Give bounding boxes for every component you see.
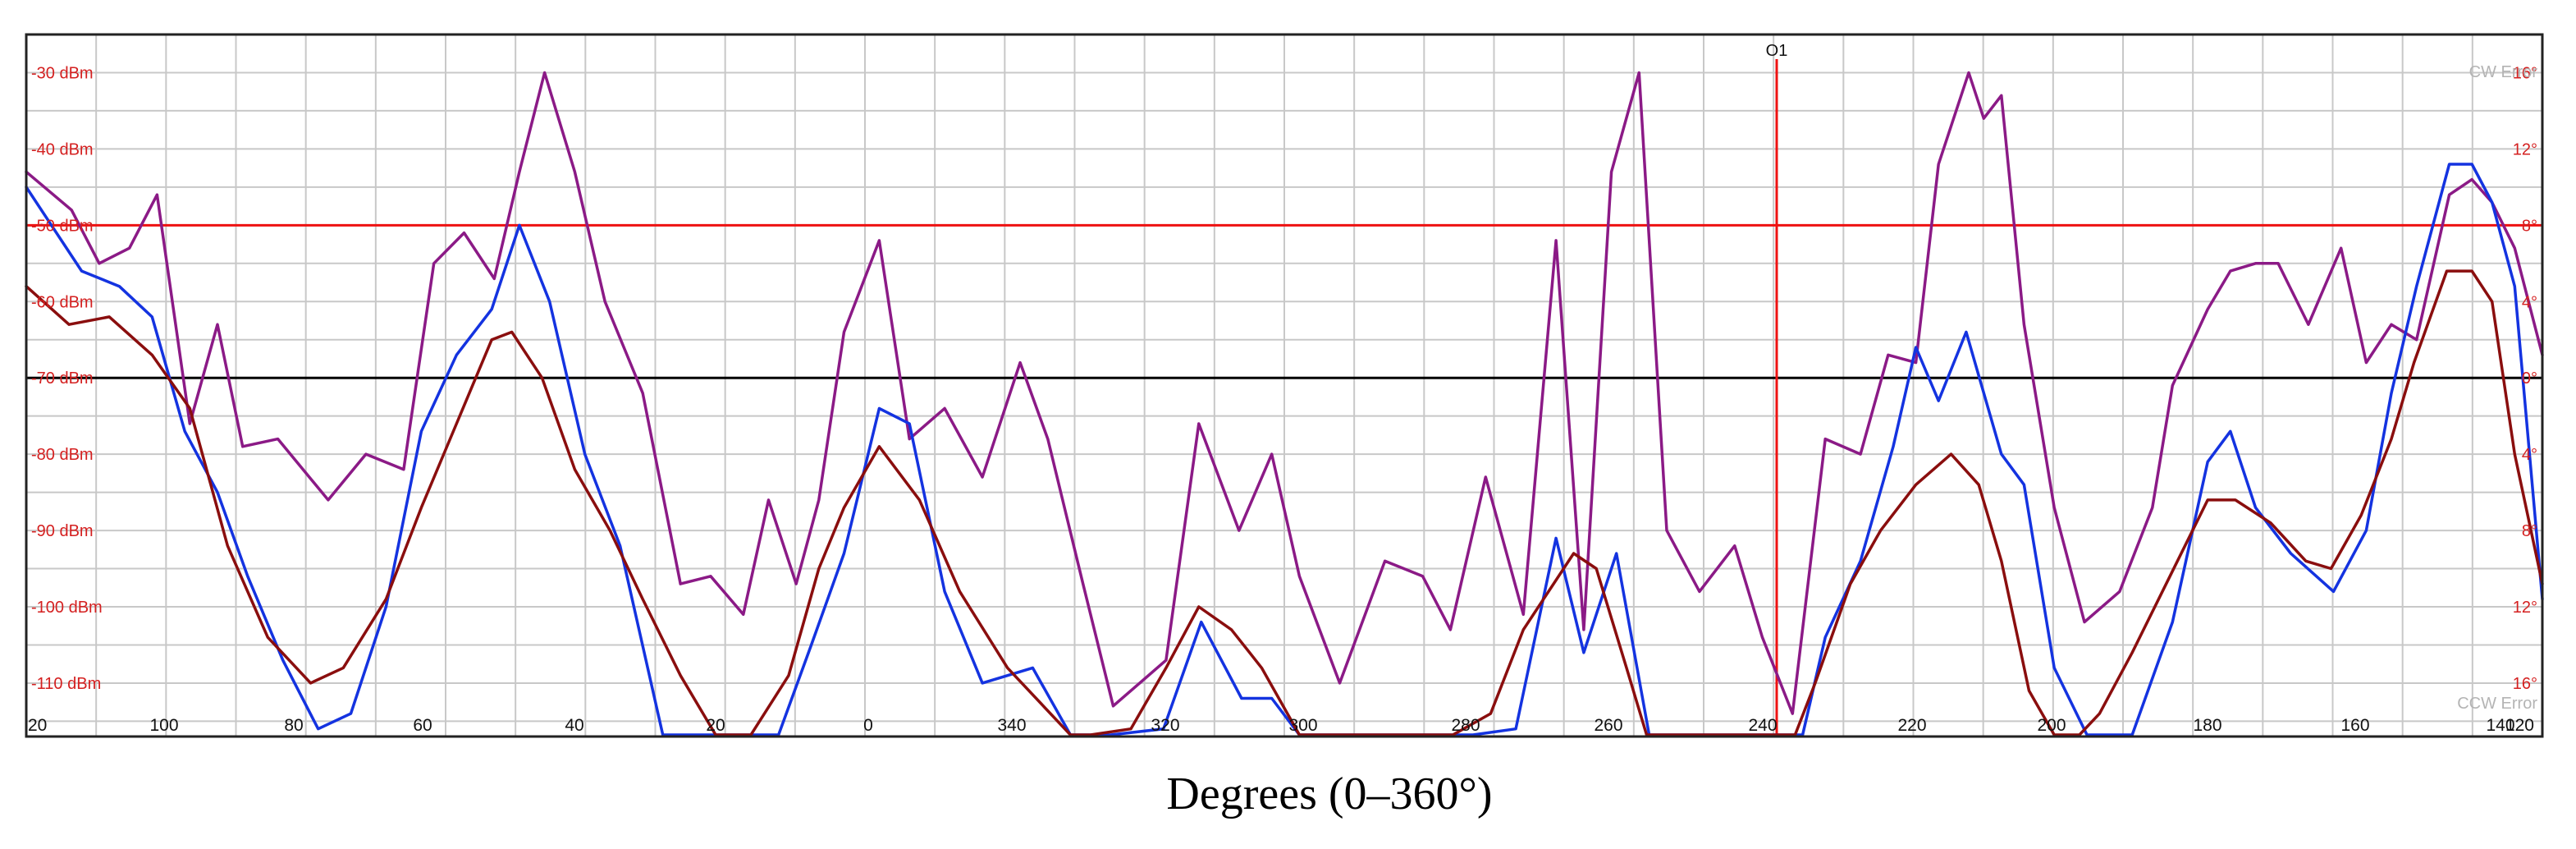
right-tick-label: 8° (2522, 522, 2537, 540)
series-line-3 (25, 269, 2544, 737)
marker-o1: O1 (1766, 42, 1788, 737)
y-tick-label: -110 dBm (31, 675, 101, 693)
y-tick-label: -70 dBm (31, 369, 94, 388)
y-tick-label: -30 dBm (31, 64, 94, 82)
x-tick-label: 320 (1151, 716, 1179, 735)
y-tick-label: -80 dBm (31, 446, 94, 464)
y-tick-label: -60 dBm (31, 293, 94, 311)
x-tick-label: 240 (1748, 716, 1777, 735)
x-tick-label: 100 (149, 716, 178, 735)
y-tick-label: -50 dBm (31, 217, 94, 235)
right-tick-label: 12° (2513, 140, 2537, 158)
marker-label: O1 (1766, 42, 1788, 60)
x-tick-label: 160 (2340, 716, 2369, 735)
ccw-error-label: CCW Error (2457, 695, 2537, 713)
cw-error-label: CW Error (2469, 63, 2538, 81)
x-axis-ticks: 20 100 80 60 40 20 0 340 320 300 280 260 240 220 200 18… (28, 716, 2534, 735)
x-tick-label: 340 (997, 716, 1026, 735)
x-tick-label: 220 (1897, 716, 1926, 735)
y-tick-label: -40 dBm (31, 140, 94, 158)
x-tick-label: 300 (1288, 716, 1317, 735)
right-tick-label: 16° (2513, 675, 2537, 693)
x-tick-label: 200 (2037, 716, 2066, 735)
right-tick-label: 4° (2522, 293, 2537, 311)
x-axis-label: Degrees (0–360°) (1166, 769, 1492, 819)
right-tick-label: 16° (2513, 64, 2537, 82)
series-group (25, 71, 2544, 737)
y-tick-label: -90 dBm (31, 522, 94, 540)
x-tick-label: 40 (565, 716, 583, 735)
right-axis-ticks: 16° 12° 8° 4° 0° 4° 8° 12° 16° (2513, 64, 2537, 692)
x-tick-label: 80 (284, 716, 303, 735)
series-line-1 (25, 71, 2544, 715)
x-tick-label: 140 (2486, 716, 2514, 735)
y-tick-label: -100 dBm (31, 599, 103, 617)
x-tick-label: 20 (28, 716, 47, 735)
x-tick-label: 180 (2193, 716, 2221, 735)
x-tick-label: 120 (2505, 716, 2534, 735)
x-tick-label: 20 (706, 716, 725, 735)
right-tick-label: 0° (2522, 369, 2537, 388)
plot-frame (25, 33, 2544, 738)
x-tick-label: 260 (1594, 716, 1622, 735)
left-axis-ticks: -30 dBm -40 dBm -50 dBm -60 dBm -70 dBm -80 d… (31, 64, 103, 692)
right-tick-label: 4° (2522, 446, 2537, 464)
right-tick-label: 12° (2513, 599, 2537, 617)
x-tick-label: 0 (863, 716, 873, 735)
right-tick-label: 8° (2522, 217, 2537, 235)
x-tick-label: 60 (413, 716, 432, 735)
series-line-2 (25, 163, 2544, 737)
x-tick-label: 280 (1451, 716, 1480, 735)
